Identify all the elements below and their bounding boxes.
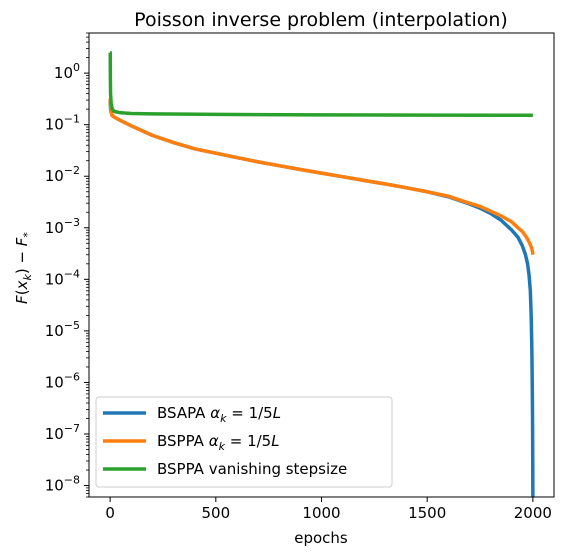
y-tick-label: 10−7 xyxy=(45,422,80,443)
x-tick-label: 2000 xyxy=(514,504,552,522)
legend-entries: BSAPA αk = 1/5L BSPPA αk = 1/5L BSPPA vani… xyxy=(103,404,347,478)
y-tick-label: 10−3 xyxy=(45,216,80,237)
legend: BSAPA αk = 1/5L BSPPA αk = 1/5L BSPPA vani… xyxy=(95,396,393,488)
x-tick-label: 1500 xyxy=(408,504,446,522)
x-tick-label: 0 xyxy=(105,504,115,522)
y-tick-label: 10−8 xyxy=(45,474,80,495)
series-bsppa-vanishing-line xyxy=(108,50,533,118)
y-axis-label: F(xk) − F* xyxy=(13,232,34,304)
x-axis-label: epochs xyxy=(294,529,348,547)
y-tick-label: 10−4 xyxy=(45,267,80,288)
x-tick-label: 1000 xyxy=(302,504,340,522)
y-tick-label: 10−6 xyxy=(45,370,80,391)
x-axis: 0 500 1000 1500 2000 xyxy=(105,497,552,522)
chart-title: Poisson inverse problem (interpolation) xyxy=(134,9,508,31)
y-axis: 100 10−1 10−2 10−3 10−4 10−5 10−6 10−7 10−8 xyxy=(45,32,89,498)
legend-entry-bsppa-vanishing-label: BSPPA vanishing stepsize xyxy=(157,460,347,478)
series-layer xyxy=(108,50,535,497)
legend-entry-bsppa-label: BSPPA αk = 1/5L xyxy=(157,432,280,453)
x-tick-label: 500 xyxy=(201,504,230,522)
svg-text:F(xk) − F*: F(xk) − F* xyxy=(13,232,34,304)
legend-entry-bsapa-label: BSAPA αk = 1/5L xyxy=(157,404,281,425)
y-tick-label: 10−1 xyxy=(45,113,80,134)
y-tick-label: 10−5 xyxy=(45,319,80,340)
y-tick-label: 10−2 xyxy=(45,164,80,185)
series-bsppa-line xyxy=(108,98,535,255)
y-tick-label: 100 xyxy=(54,61,80,82)
legend-box xyxy=(95,396,393,488)
